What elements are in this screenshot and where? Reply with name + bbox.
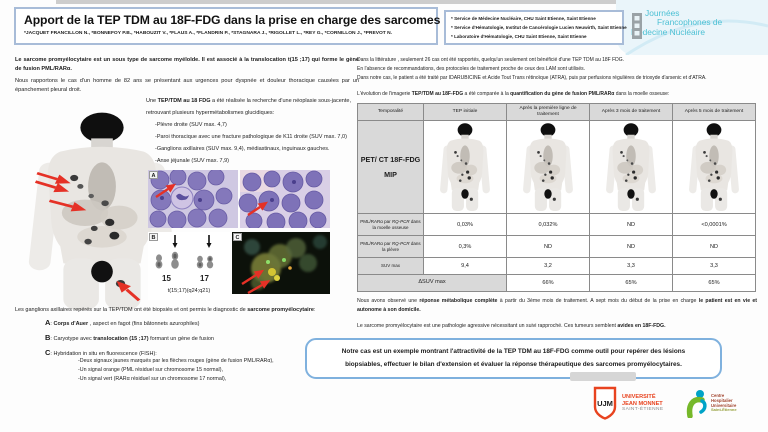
col-header: Après 5 mois de traitement xyxy=(672,103,756,121)
cell-value: ND xyxy=(506,235,590,258)
cell-value: <0,0001% xyxy=(672,213,756,236)
finding-item: -Ganglions axillaires (SUV max. 9,4), mé… xyxy=(155,146,330,152)
legend-item-c: C: Hybridation in situ en fluorescence (… xyxy=(45,348,359,384)
cell-value: 0,3% xyxy=(423,235,507,258)
lesion-arrows xyxy=(34,171,141,302)
col-header: Après 3 mois de traitement xyxy=(589,103,673,121)
legend-item-a: A: Corps d'Auer , aspect en fagot (fins … xyxy=(45,318,200,327)
ujm-text: UNIVERSITÉ JEAN MONNET SAINT-ÉTIENNE xyxy=(622,393,664,413)
affiliation-line: * Service d'Hématologie, Institut de Can… xyxy=(451,24,627,30)
cell-value: 0,032% xyxy=(506,213,590,236)
modality-cell: PET/ CT 18F-FDG MIP xyxy=(357,120,424,214)
congress-logo: Journées Francophones de Médecine Nucléa… xyxy=(630,8,764,49)
biopsy-paragraph: Les ganglions axillaires repérés sur la … xyxy=(15,307,316,313)
pet-scan-cell xyxy=(506,120,590,214)
karyotype-image xyxy=(155,235,214,269)
svg-text:UJM: UJM xyxy=(597,399,613,408)
aggressiveness-paragraph: Le sarcome promyélocytaire est une patho… xyxy=(357,323,666,330)
panel-b-label: B xyxy=(149,233,158,241)
top-divider xyxy=(56,0,616,4)
congress-logo-line: Journées xyxy=(645,8,680,18)
right-column: Dans la littérature , seulement 26 cas o… xyxy=(357,56,757,331)
legend-item-b: B: Caryotype avec translocation (15 ;17)… xyxy=(45,333,214,342)
chu-logo: Centre Hospitalier Universitaire Saint-É… xyxy=(686,388,737,418)
authors-line: *JACQUET FRANCILLON N., *BONNEFOY P.B., … xyxy=(24,31,393,36)
cell-value: 65% xyxy=(672,274,756,292)
table-row: PML/RARα par RQ-PCR dans la plèvre 0,3% … xyxy=(357,235,756,258)
pet-scan-cell xyxy=(589,120,673,214)
cell-value: 3,2 xyxy=(506,257,590,275)
evolution-paragraph: L'évolution de l'imagerie TEP/TDM au 18F… xyxy=(357,91,670,97)
cell-value: 3,3 xyxy=(672,257,756,275)
finding-item: -Anse jéjunale (SUV max. 7,9) xyxy=(155,158,229,164)
affiliation-line: * Laboratoire d'Hématologie, CHU Saint E… xyxy=(451,33,587,39)
intro-paragraph: Le sarcome promyélocytaire est un sous t… xyxy=(15,57,359,72)
tep-sentence: Une TEP/TDM au 18 FDG a été réalisée la … xyxy=(146,98,351,116)
karyotype-panel-b: B 15 17 t(15;17)(q24;q21) xyxy=(148,232,230,300)
treatment-paragraph: Dans notre cas, le patient a été traité … xyxy=(357,75,707,81)
literature-paragraph: Dans la littérature , seulement 26 cas o… xyxy=(357,57,625,63)
observation-paragraph: Nous avons observé une réponse métaboliq… xyxy=(357,298,758,314)
cell-value: 9,4 xyxy=(423,257,507,275)
conclusion-box: Notre cas est un exemple montrant l'attr… xyxy=(305,338,722,379)
title-box: Apport de la TEP TDM au 18F-FDG dans la … xyxy=(14,7,543,45)
table-row: SUV max 9,4 3,2 3,3 3,3 xyxy=(357,257,756,275)
legend-list: A: Corps d'Auer , aspect en fagot (fins … xyxy=(45,318,359,390)
film-strip-icon xyxy=(632,13,642,39)
table-header-row: Temporalité TEP initiale Après la premiè… xyxy=(357,103,756,121)
row-label: SUV max xyxy=(357,257,424,275)
case-paragraph: Nous rapportons le cas d'un homme de 82 … xyxy=(15,78,359,93)
recommendations-paragraph: En l'absence de recommandations, des pro… xyxy=(357,66,586,72)
poster-title: Apport de la TEP TDM au 18F-FDG dans la … xyxy=(24,13,543,27)
tep-findings-text: Une TEP/TDM au 18 FDG a été réalisée la … xyxy=(146,95,360,167)
congress-logo-line: Francophones de xyxy=(657,17,723,28)
table-row: ΔSUV max 66% 65% 65% xyxy=(357,274,756,292)
microscopy-panel-a: A xyxy=(148,168,330,232)
left-column: Le sarcome promyélocytaire est un sous t… xyxy=(15,56,359,386)
blood-smear-image xyxy=(148,168,330,232)
fish-panel-c: C xyxy=(232,232,330,295)
conclusion-line: Notre cas est un exemple montrant l'attr… xyxy=(341,348,686,356)
finding-item: -Paroi thoracique avec une fracture path… xyxy=(155,134,347,140)
fish-signal-item: -Un signal orange (PML résiduel sur chro… xyxy=(78,367,223,373)
pet-scan-cell xyxy=(423,120,507,214)
cell-value: ND xyxy=(672,235,756,258)
table-row: PML/RARα par RQ-PCR dans la moelle osseu… xyxy=(357,213,756,236)
row-label: ΔSUV max xyxy=(357,274,507,292)
band-arc xyxy=(625,19,768,57)
ujm-logo: UJM UNIVERSITÉ JEAN MONNET SAINT-ÉTIENNE xyxy=(592,386,663,420)
col-header: Après la première ligne de traitement xyxy=(506,103,590,121)
fish-signal-item: -Un signal vert (RARα résiduel sur un ch… xyxy=(78,376,227,382)
followup-table: Temporalité TEP initiale Après la premiè… xyxy=(357,103,756,292)
chromosome-15-label: 15 xyxy=(162,274,171,283)
fish-image xyxy=(232,232,330,295)
row-label: PML/RARα par RQ-PCR dans la plèvre xyxy=(357,235,424,258)
fish-signal-item: -Deux signaux jaunes marqués par les flè… xyxy=(78,358,274,364)
panel-c-label: C xyxy=(233,233,242,241)
affiliations-box: * Service de Médecine Nucléaire, CHU Sai… xyxy=(444,10,627,45)
table-image-row: PET/ CT 18F-FDG MIP xyxy=(357,120,756,214)
panel-a-label: A xyxy=(149,171,158,179)
finding-item: -Plèvre droite (SUV max. 4,7) xyxy=(155,122,227,128)
cell-value: 66% xyxy=(506,274,590,292)
cell-value: ND xyxy=(589,213,673,236)
affiliation-line: * Service de Médecine Nucléaire, CHU Sai… xyxy=(451,16,596,21)
chromosome-17-label: 17 xyxy=(200,274,209,283)
cell-value: ND xyxy=(589,235,673,258)
congress-logo-line: Médecine Nucléaire xyxy=(631,26,706,37)
translocation-caption: t(15;17)(q24;q21) xyxy=(167,288,211,294)
cell-value: 0,03% xyxy=(423,213,507,236)
cell-value: 65% xyxy=(589,274,673,292)
conclusion-line: biopsiables, effectuer le bilan d'extens… xyxy=(345,360,682,368)
chu-text: Centre Hospitalier Universitaire Saint-É… xyxy=(711,393,737,413)
cell-value: 3,3 xyxy=(589,257,673,275)
col-header: TEP initiale xyxy=(423,103,507,121)
row-label: PML/RARα par RQ-PCR dans la moelle osseu… xyxy=(357,213,424,236)
footer-divider xyxy=(570,372,636,381)
pet-scan-cell xyxy=(672,120,756,214)
ujm-shield-icon: UJM xyxy=(593,386,617,420)
chu-figure-icon xyxy=(686,390,707,418)
col-header: Temporalité xyxy=(357,103,424,121)
